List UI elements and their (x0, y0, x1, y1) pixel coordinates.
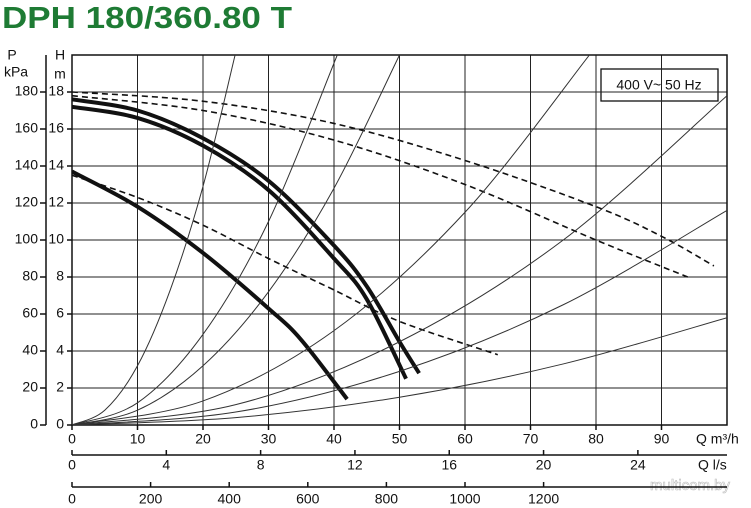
curve (72, 55, 338, 425)
curve (72, 55, 236, 425)
plot-frame (71, 54, 728, 426)
x3-tick-label: 1200 (528, 491, 559, 507)
x-tick-label: 30 (261, 431, 277, 447)
x-tick-label: 20 (195, 431, 211, 447)
curve (72, 174, 499, 356)
curves (72, 55, 727, 425)
x-label: Q m³/h (696, 431, 739, 447)
y-tick-label: 18 (48, 83, 64, 99)
y-tick-label: 10 (48, 231, 64, 247)
chart-title: DPH 180/360.80 T (2, 0, 292, 35)
curve (72, 97, 421, 375)
x2-tick-label: 8 (257, 457, 265, 473)
x3-tick-label: 600 (296, 491, 320, 507)
y-tick-label: 4 (56, 342, 64, 358)
curve (72, 104, 408, 380)
curve (72, 91, 715, 267)
y2-label: P (7, 47, 16, 63)
y2-tick-label: 0 (30, 416, 38, 432)
annotation: 400 V~ 50 Hz (616, 77, 701, 93)
y2-tick-label: 80 (22, 268, 38, 284)
y-tick-label: 8 (56, 268, 64, 284)
y-unit: m (54, 66, 66, 82)
curve (72, 55, 590, 425)
y-tick-label: 14 (48, 157, 64, 173)
x2-tick-label: 4 (162, 457, 170, 473)
y2-tick-label: 180 (15, 83, 39, 99)
y-tick-label: 0 (56, 416, 64, 432)
y2-tick-label: 20 (22, 379, 38, 395)
x2-tick-label: 24 (630, 457, 646, 473)
x-tick-label: 0 (68, 431, 76, 447)
x-tick-label: 60 (457, 431, 473, 447)
y2-tick-label: 160 (15, 120, 39, 136)
x2-tick-label: 0 (68, 457, 76, 473)
x3-tick-label: 0 (68, 491, 76, 507)
curve (72, 55, 400, 425)
x-tick-label: 80 (588, 431, 604, 447)
y-tick-label: 6 (56, 305, 64, 321)
x2-tick-label: 16 (441, 457, 457, 473)
x2-tick-label: 12 (347, 457, 363, 473)
y2-unit: kPa (4, 64, 28, 80)
x3-tick-label: 800 (375, 491, 399, 507)
y2-tick-label: 120 (15, 194, 39, 210)
y2-tick-label: 40 (22, 342, 38, 358)
x-tick-label: 70 (523, 431, 539, 447)
y-tick-label: 16 (48, 120, 64, 136)
annotation-box (600, 68, 719, 102)
curve (72, 169, 349, 401)
y2-tick-label: 100 (15, 231, 39, 247)
y-tick-label: 12 (48, 194, 64, 210)
curve (72, 94, 688, 278)
curve (72, 209, 727, 425)
y2-tick-label: 60 (22, 305, 38, 321)
x2-tick-label: 20 (536, 457, 552, 473)
x-tick-label: 50 (392, 431, 408, 447)
curve (72, 95, 727, 425)
x3-tick-label: 1000 (449, 491, 480, 507)
y2-tick-label: 140 (15, 157, 39, 173)
x2-label: Q l/s (698, 457, 727, 473)
x-tick-label: 40 (326, 431, 342, 447)
curve (72, 317, 727, 425)
x-tick-label: 90 (654, 431, 670, 447)
y-tick-label: 2 (56, 379, 64, 395)
x-tick-label: 10 (130, 431, 146, 447)
x3-tick-label: 400 (218, 491, 242, 507)
y-label: H (55, 47, 65, 63)
x3-tick-label: 200 (139, 491, 163, 507)
watermark: multicom.by (650, 477, 731, 494)
